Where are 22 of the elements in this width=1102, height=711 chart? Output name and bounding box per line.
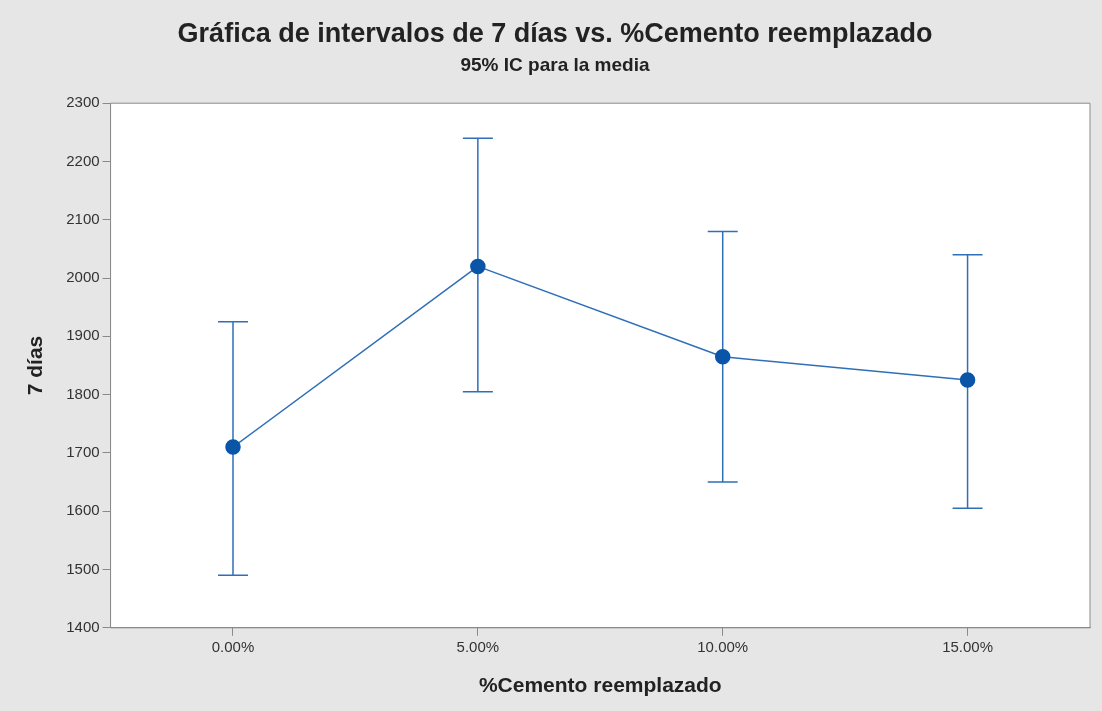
y-tick-label: 2200 (66, 151, 100, 169)
y-tick-label: 1600 (66, 501, 100, 519)
y-tick-label: 2300 (66, 93, 100, 111)
x-tick-label: 10.00% (697, 637, 749, 655)
y-axis-title: 7 días (23, 335, 47, 396)
x-axis-title: %Cemento reemplazado (478, 673, 722, 697)
y-tick-label: 1900 (66, 326, 100, 344)
x-tick-label: 5.00% (456, 637, 500, 655)
chart-title: Gráfica de intervalos de 7 días vs. %Cemento reemplazado (177, 17, 933, 48)
y-tick-label: 2100 (66, 209, 100, 227)
x-tick-label: 0.00% (211, 637, 255, 655)
chart-subtitle: 95% IC para la media (460, 54, 650, 76)
point (470, 258, 486, 275)
y-tick-label: 1500 (66, 559, 100, 577)
point (225, 439, 241, 455)
y-tick-label: 2000 (66, 268, 100, 286)
y-tick-label: 1400 (66, 617, 100, 635)
point (714, 349, 731, 365)
y-tick-label: 1800 (66, 384, 100, 402)
y-tick-label: 1700 (66, 443, 100, 461)
point (959, 372, 976, 388)
x-tick-label: 15.00% (942, 637, 994, 655)
